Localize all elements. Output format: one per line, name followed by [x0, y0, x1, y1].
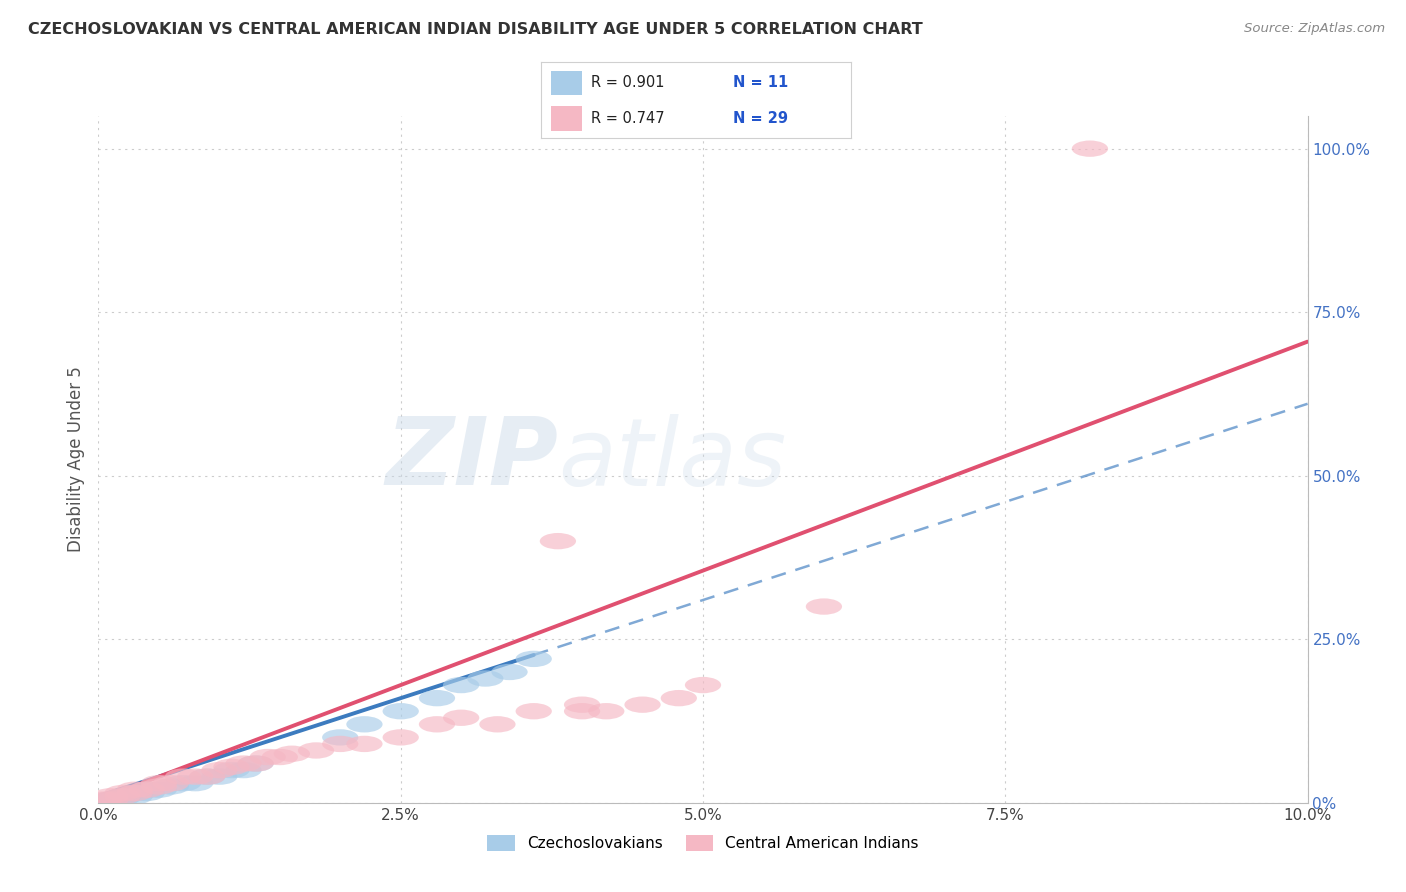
Ellipse shape [322, 736, 359, 752]
Ellipse shape [250, 749, 285, 765]
Ellipse shape [104, 789, 141, 805]
Ellipse shape [225, 762, 262, 778]
Ellipse shape [274, 746, 311, 762]
Text: ZIP: ZIP [385, 413, 558, 506]
Ellipse shape [467, 671, 503, 687]
Ellipse shape [588, 703, 624, 719]
Ellipse shape [93, 791, 129, 808]
Ellipse shape [153, 778, 190, 795]
Ellipse shape [201, 762, 238, 778]
Text: R = 0.747: R = 0.747 [591, 111, 665, 126]
Ellipse shape [117, 781, 153, 798]
Ellipse shape [129, 781, 165, 798]
Ellipse shape [98, 791, 135, 808]
Ellipse shape [141, 781, 177, 798]
Ellipse shape [153, 775, 190, 791]
Ellipse shape [443, 710, 479, 726]
Ellipse shape [165, 775, 201, 791]
Ellipse shape [443, 677, 479, 693]
Ellipse shape [419, 716, 456, 732]
Ellipse shape [117, 785, 153, 801]
Ellipse shape [141, 778, 177, 795]
Ellipse shape [564, 697, 600, 713]
Ellipse shape [685, 677, 721, 693]
Text: CZECHOSLOVAKIAN VS CENTRAL AMERICAN INDIAN DISABILITY AGE UNDER 5 CORRELATION CH: CZECHOSLOVAKIAN VS CENTRAL AMERICAN INDI… [28, 22, 922, 37]
Ellipse shape [419, 690, 456, 706]
Ellipse shape [479, 716, 516, 732]
Ellipse shape [382, 730, 419, 746]
Ellipse shape [516, 651, 551, 667]
Ellipse shape [298, 742, 335, 758]
Ellipse shape [238, 756, 274, 772]
Ellipse shape [93, 789, 129, 805]
Ellipse shape [188, 769, 225, 785]
Ellipse shape [214, 758, 250, 775]
Ellipse shape [177, 775, 214, 791]
Ellipse shape [346, 736, 382, 752]
Ellipse shape [516, 703, 551, 719]
Ellipse shape [117, 789, 153, 805]
Ellipse shape [177, 769, 214, 785]
FancyBboxPatch shape [551, 106, 582, 130]
Text: N = 11: N = 11 [733, 76, 789, 90]
Ellipse shape [382, 703, 419, 719]
Ellipse shape [1071, 141, 1108, 157]
Ellipse shape [104, 789, 141, 805]
Ellipse shape [201, 769, 238, 785]
Ellipse shape [346, 716, 382, 732]
Y-axis label: Disability Age Under 5: Disability Age Under 5 [66, 367, 84, 552]
Ellipse shape [129, 785, 165, 801]
Ellipse shape [93, 791, 129, 808]
Legend: Czechoslovakians, Central American Indians: Czechoslovakians, Central American India… [481, 829, 925, 857]
Text: atlas: atlas [558, 414, 786, 505]
Ellipse shape [322, 730, 359, 746]
Ellipse shape [129, 781, 165, 798]
Ellipse shape [214, 762, 250, 778]
Ellipse shape [238, 756, 274, 772]
FancyBboxPatch shape [551, 70, 582, 95]
Ellipse shape [624, 697, 661, 713]
Ellipse shape [104, 789, 141, 805]
Ellipse shape [540, 533, 576, 549]
Ellipse shape [141, 775, 177, 791]
Ellipse shape [661, 690, 697, 706]
Ellipse shape [86, 791, 122, 808]
Text: N = 29: N = 29 [733, 111, 789, 126]
Ellipse shape [188, 769, 225, 785]
Ellipse shape [564, 703, 600, 719]
Ellipse shape [492, 664, 527, 681]
Ellipse shape [806, 599, 842, 615]
Text: Source: ZipAtlas.com: Source: ZipAtlas.com [1244, 22, 1385, 36]
Ellipse shape [86, 793, 122, 810]
Ellipse shape [165, 769, 201, 785]
Ellipse shape [225, 756, 262, 772]
Ellipse shape [117, 785, 153, 801]
Text: R = 0.901: R = 0.901 [591, 76, 664, 90]
Ellipse shape [104, 785, 141, 801]
Ellipse shape [262, 749, 298, 765]
